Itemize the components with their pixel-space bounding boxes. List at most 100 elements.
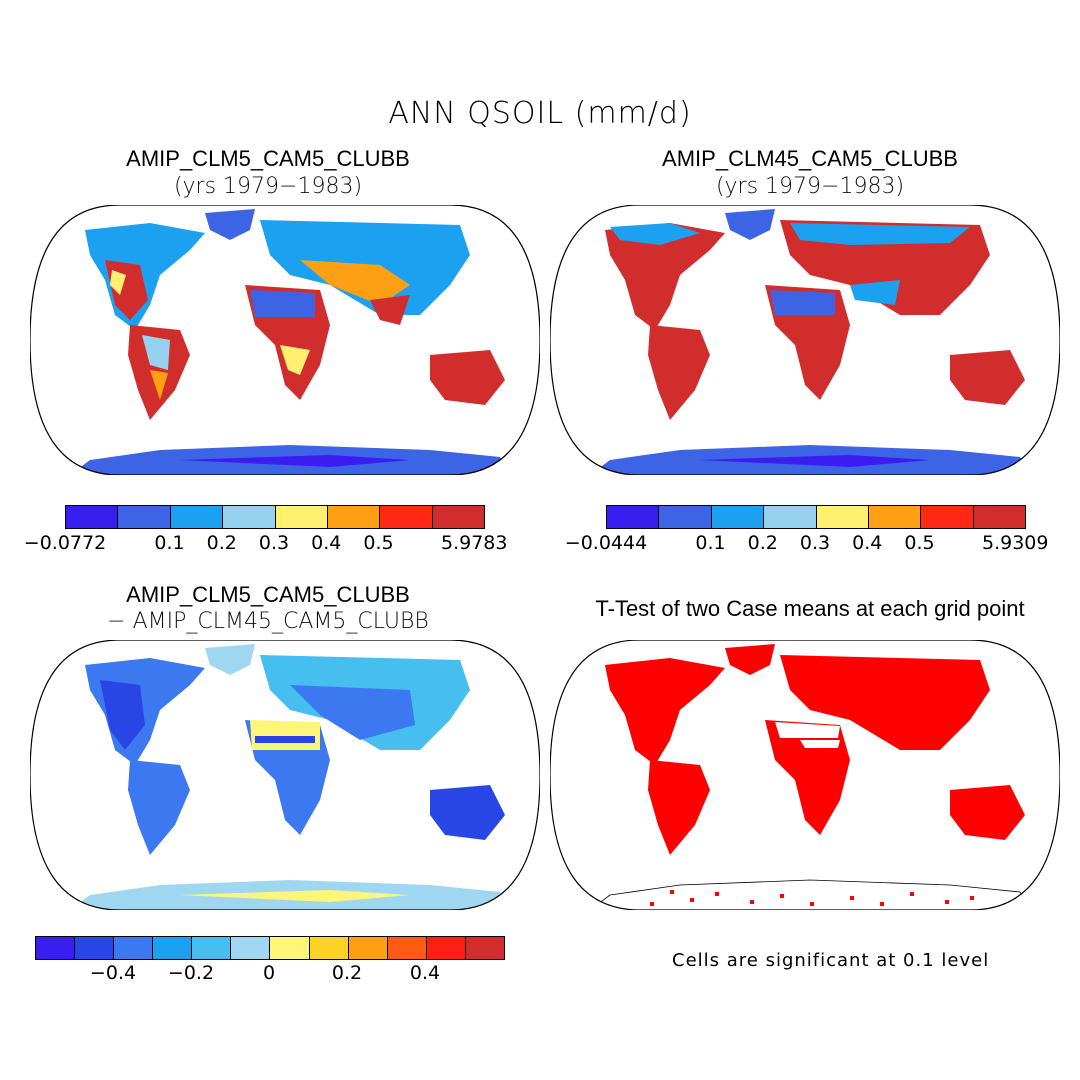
antarctica-interior (180, 455, 410, 467)
north-america-significant (605, 658, 725, 765)
colorbar-tick-label: 5.9783 (440, 532, 508, 554)
map-outline (550, 640, 1060, 910)
sahel-band (255, 736, 315, 743)
map-outline (550, 205, 1060, 475)
colorbar-segment (921, 506, 974, 528)
arabia-region (850, 280, 900, 305)
colorbar-segment (66, 506, 119, 528)
panel-3-subtitle: − AMIP_CLM45_CAM5_CLUBB (107, 609, 429, 634)
colorbar-segment (659, 506, 712, 528)
south-america-region (128, 760, 190, 855)
colorbar-segment (465, 937, 504, 959)
southern-africa-region (280, 345, 310, 375)
colorbar-segment (764, 506, 817, 528)
africa-significant (765, 720, 850, 835)
colorbar-tick-label: −0.2 (167, 962, 215, 984)
australia-region (430, 350, 505, 405)
colorbar-tick-label: 0.3 (258, 532, 290, 554)
colorbar-tick-label: 0.5 (904, 532, 935, 554)
panel-1-subtitle: (yrs 1979−1983) (173, 174, 363, 199)
sahara-region (250, 290, 315, 317)
eurasia-region (780, 220, 990, 315)
panel-3-map (30, 640, 540, 910)
antarctica-outline (588, 879, 1031, 910)
na-central-region (100, 680, 145, 750)
greenland-region (205, 209, 255, 240)
colorbar-segment (816, 506, 869, 528)
panel-3-colorbar-labels: −0.4 −0.2 0 0.2 0.4 (35, 962, 503, 986)
antarctica-significant-cells (650, 890, 974, 906)
sa-south-region (150, 370, 168, 400)
panel-2-title: AMIP_CLM45_CAM5_CLUBB (662, 146, 958, 171)
panel-4-title: T-Test of two Case means at each grid po… (595, 596, 1025, 621)
panel-3-colorbar (35, 936, 505, 960)
colorbar-segment (868, 506, 922, 528)
colorbar-tick-label: 0.4 (409, 962, 441, 984)
colorbar-tick-label: −0.4 (89, 962, 137, 984)
panel-1-map (30, 205, 540, 475)
significance-note: Cells are significant at 0.1 level (672, 950, 990, 971)
colorbar-tick-label: 0.2 (206, 532, 237, 554)
colorbar-tick-label: 0.5 (363, 532, 394, 554)
colorbar-tick-label: 5.9309 (981, 532, 1049, 554)
central-asia-region (300, 260, 410, 305)
colorbar-segment (275, 506, 328, 528)
colorbar-segment (380, 506, 433, 528)
panel-2-subtitle: (yrs 1979−1983) (715, 174, 905, 199)
panel-1-colorbar-labels: −0.0772 0.1 0.2 0.3 0.4 0.5 5.9783 (24, 532, 508, 556)
panel-2-colorbar-labels: −0.0444 0.1 0.2 0.3 0.4 0.5 5.9309 (565, 532, 1049, 556)
colorbar-segment (36, 937, 76, 959)
figure-title: ANN QSOIL (mm/d) (388, 96, 692, 131)
colorbar-segment (231, 937, 271, 959)
panel-2-map (550, 205, 1060, 475)
colorbar-segment (114, 937, 154, 959)
australia-region (950, 350, 1025, 405)
antarctica-interior (180, 890, 410, 902)
panel-2-colorbar (606, 505, 1026, 529)
colorbar-segment (426, 937, 466, 959)
colorbar-segment (327, 506, 381, 528)
colorbar-segment (348, 937, 388, 959)
colorbar-segment (153, 937, 193, 959)
panel-1-colorbar (65, 505, 485, 529)
india-region (370, 295, 410, 325)
greenland-significant (725, 644, 775, 675)
colorbar-segment (309, 937, 349, 959)
panel-1-title: AMIP_CLM5_CAM5_CLUBB (126, 146, 410, 171)
colorbar-segment (270, 937, 310, 959)
siberia-region (790, 223, 970, 245)
colorbar-tick-label: 0.1 (154, 532, 185, 554)
map-outline (30, 205, 540, 475)
colorbar-tick-label: 0 (262, 962, 276, 984)
sahara-not-significant (775, 722, 840, 738)
colorbar-tick-label: 0.2 (331, 962, 363, 984)
eurasia-significant (780, 655, 990, 750)
na-west-region (110, 270, 126, 295)
colorbar-tick-label: 0.4 (311, 532, 342, 554)
colorbar-tick-label: −0.0772 (23, 532, 107, 554)
colorbar-segment (170, 506, 224, 528)
australia-region (430, 785, 505, 840)
sahel-not-significant (800, 740, 840, 748)
na-arctic-region (610, 223, 700, 245)
colorbar-segment (607, 506, 660, 528)
south-america-significant (648, 760, 710, 855)
australia-significant (950, 785, 1025, 840)
colorbar-tick-label: 0.1 (695, 532, 726, 554)
colorbar-segment (118, 506, 171, 528)
colorbar-segment (973, 506, 1025, 528)
colorbar-tick-label: 0.3 (799, 532, 831, 554)
map-outline (30, 640, 540, 910)
south-america-region (648, 325, 710, 420)
colorbar-segment (75, 937, 115, 959)
colorbar-segment (432, 506, 484, 528)
antarctica-interior (700, 455, 930, 467)
north-america-region (605, 223, 725, 330)
colorbar-tick-label: 0.2 (747, 532, 778, 554)
sahara-region (250, 720, 320, 750)
colorbar-segment (223, 506, 276, 528)
amazon-region (142, 335, 170, 370)
panel-4-map (550, 640, 1060, 910)
colorbar-segment (192, 937, 232, 959)
sahara-region (770, 290, 835, 315)
